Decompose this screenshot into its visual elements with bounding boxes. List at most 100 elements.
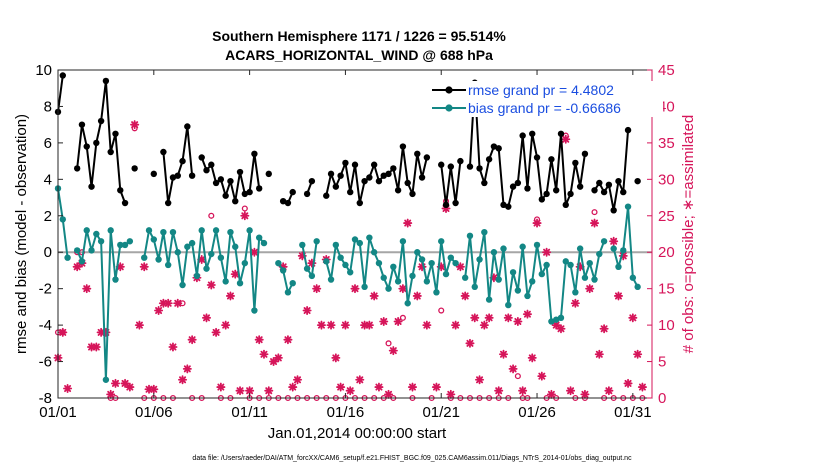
rmse-point	[332, 183, 340, 190]
rmse-point	[514, 179, 522, 187]
obs-assimilated-marker	[498, 349, 509, 359]
bias-point	[533, 241, 541, 249]
obs-assimilated-stroke	[567, 387, 575, 395]
obs-assimilated-stroke	[476, 376, 484, 384]
obs-assimilated-stroke	[274, 354, 282, 362]
rmse-point	[538, 196, 546, 203]
obs-assimilated-marker	[379, 316, 389, 326]
obs-assimilated-marker	[556, 324, 566, 334]
bias-point	[303, 265, 311, 272]
bias-point	[596, 250, 603, 258]
bias-point	[543, 261, 550, 269]
obs-assimilated-stroke	[543, 248, 551, 256]
bias-point	[476, 256, 483, 263]
rmse-point	[605, 181, 613, 188]
y-right-tick-label: 45	[658, 62, 675, 79]
obs-assimilated-marker	[221, 320, 231, 330]
rmse-point	[596, 179, 603, 187]
obs-assimilated-stroke	[145, 385, 153, 393]
bias-point	[361, 283, 368, 291]
bias-point	[505, 301, 512, 309]
bias-point	[251, 307, 258, 314]
bias-point	[380, 274, 387, 281]
rmse-point	[524, 185, 531, 192]
legend-bias-label: bias grand pr = -0.66686	[468, 100, 621, 116]
bias-point	[78, 258, 86, 265]
obs-assimilated-stroke	[183, 365, 191, 373]
rmse-point	[481, 179, 488, 187]
obs-assimilated-stroke	[408, 383, 416, 391]
obs-assimilated-stroke	[121, 379, 129, 387]
bias-point	[485, 296, 493, 303]
rmse-point	[600, 188, 608, 196]
obs-assimilated-stroke	[624, 379, 632, 387]
rmse-point	[562, 201, 569, 209]
obs-assimilated-marker	[345, 386, 355, 396]
rmse-point	[529, 130, 536, 137]
obs-assimilated-stroke	[614, 292, 622, 300]
obs-assimilated-stroke	[341, 321, 349, 329]
obs-assimilated-stroke	[591, 219, 599, 227]
rmse-point	[327, 170, 335, 178]
obs-possible-marker	[208, 212, 215, 219]
bias-point	[370, 249, 378, 256]
obs-possible-marker	[241, 205, 248, 212]
bias-line	[301, 241, 318, 277]
bias-point	[112, 276, 119, 283]
bias-point	[212, 227, 220, 234]
rmse-point	[308, 177, 316, 185]
bias-point	[524, 292, 531, 300]
obs-assimilated-stroke	[423, 321, 431, 329]
y-right-tick-label: 10	[658, 317, 675, 334]
obs-assimilated-marker	[384, 389, 394, 399]
bias-point	[117, 241, 124, 249]
obs-assimilated-marker	[546, 389, 556, 399]
obs-assimilated-marker	[374, 382, 384, 392]
y-left-tick-label: -8	[39, 390, 52, 407]
rmse-point	[251, 150, 258, 158]
obs-assimilated-stroke	[361, 321, 369, 329]
bias-point	[375, 259, 383, 267]
bias-point	[418, 256, 426, 263]
y-left-tick-label: 8	[44, 98, 52, 115]
obs-assimilated-marker	[312, 284, 322, 294]
rmse-point	[83, 143, 90, 150]
obs-assimilated-marker	[431, 382, 441, 392]
bias-point	[332, 241, 340, 249]
legend: rmse grand pr = 4.4802 bias grand pr = -…	[428, 81, 663, 117]
obs-assimilated-marker	[259, 349, 269, 359]
bias-point	[299, 241, 306, 249]
rmse-point	[552, 187, 560, 194]
obs-assimilated-stroke	[571, 299, 579, 307]
rmse-point	[610, 207, 617, 214]
obs-possible-marker	[533, 216, 541, 223]
obs-assimilated-stroke	[222, 321, 230, 329]
obs-assimilated-stroke	[159, 299, 167, 307]
obs-assimilated-stroke	[610, 237, 618, 245]
rmse-point	[117, 187, 124, 194]
obs-assimilated-marker	[594, 349, 604, 359]
obs-assimilated-stroke	[600, 325, 608, 333]
obs-assimilated-stroke	[480, 321, 488, 329]
obs-assimilated-stroke	[188, 336, 196, 344]
obs-assimilated-marker	[503, 313, 513, 323]
bias-point	[581, 274, 589, 281]
obs-assimilated-marker	[245, 386, 255, 396]
obs-assimilated-stroke	[490, 274, 498, 282]
bias-point	[93, 230, 100, 238]
rmse-point	[255, 185, 263, 192]
obs-assimilated-stroke	[519, 387, 527, 395]
bias-point	[188, 239, 196, 247]
rmse-point	[347, 188, 354, 196]
rmse-line	[57, 75, 64, 113]
rmse-point	[88, 183, 95, 190]
bias-point	[246, 227, 253, 234]
bias-point	[600, 238, 608, 245]
bias-point	[155, 256, 162, 263]
bias-point	[141, 254, 148, 261]
obs-assimilated-marker	[216, 382, 226, 392]
x-tick-label: 01/26	[518, 404, 556, 421]
x-tick-label: 01/16	[327, 404, 365, 421]
rmse-point	[160, 148, 167, 156]
bias-point	[428, 259, 435, 267]
